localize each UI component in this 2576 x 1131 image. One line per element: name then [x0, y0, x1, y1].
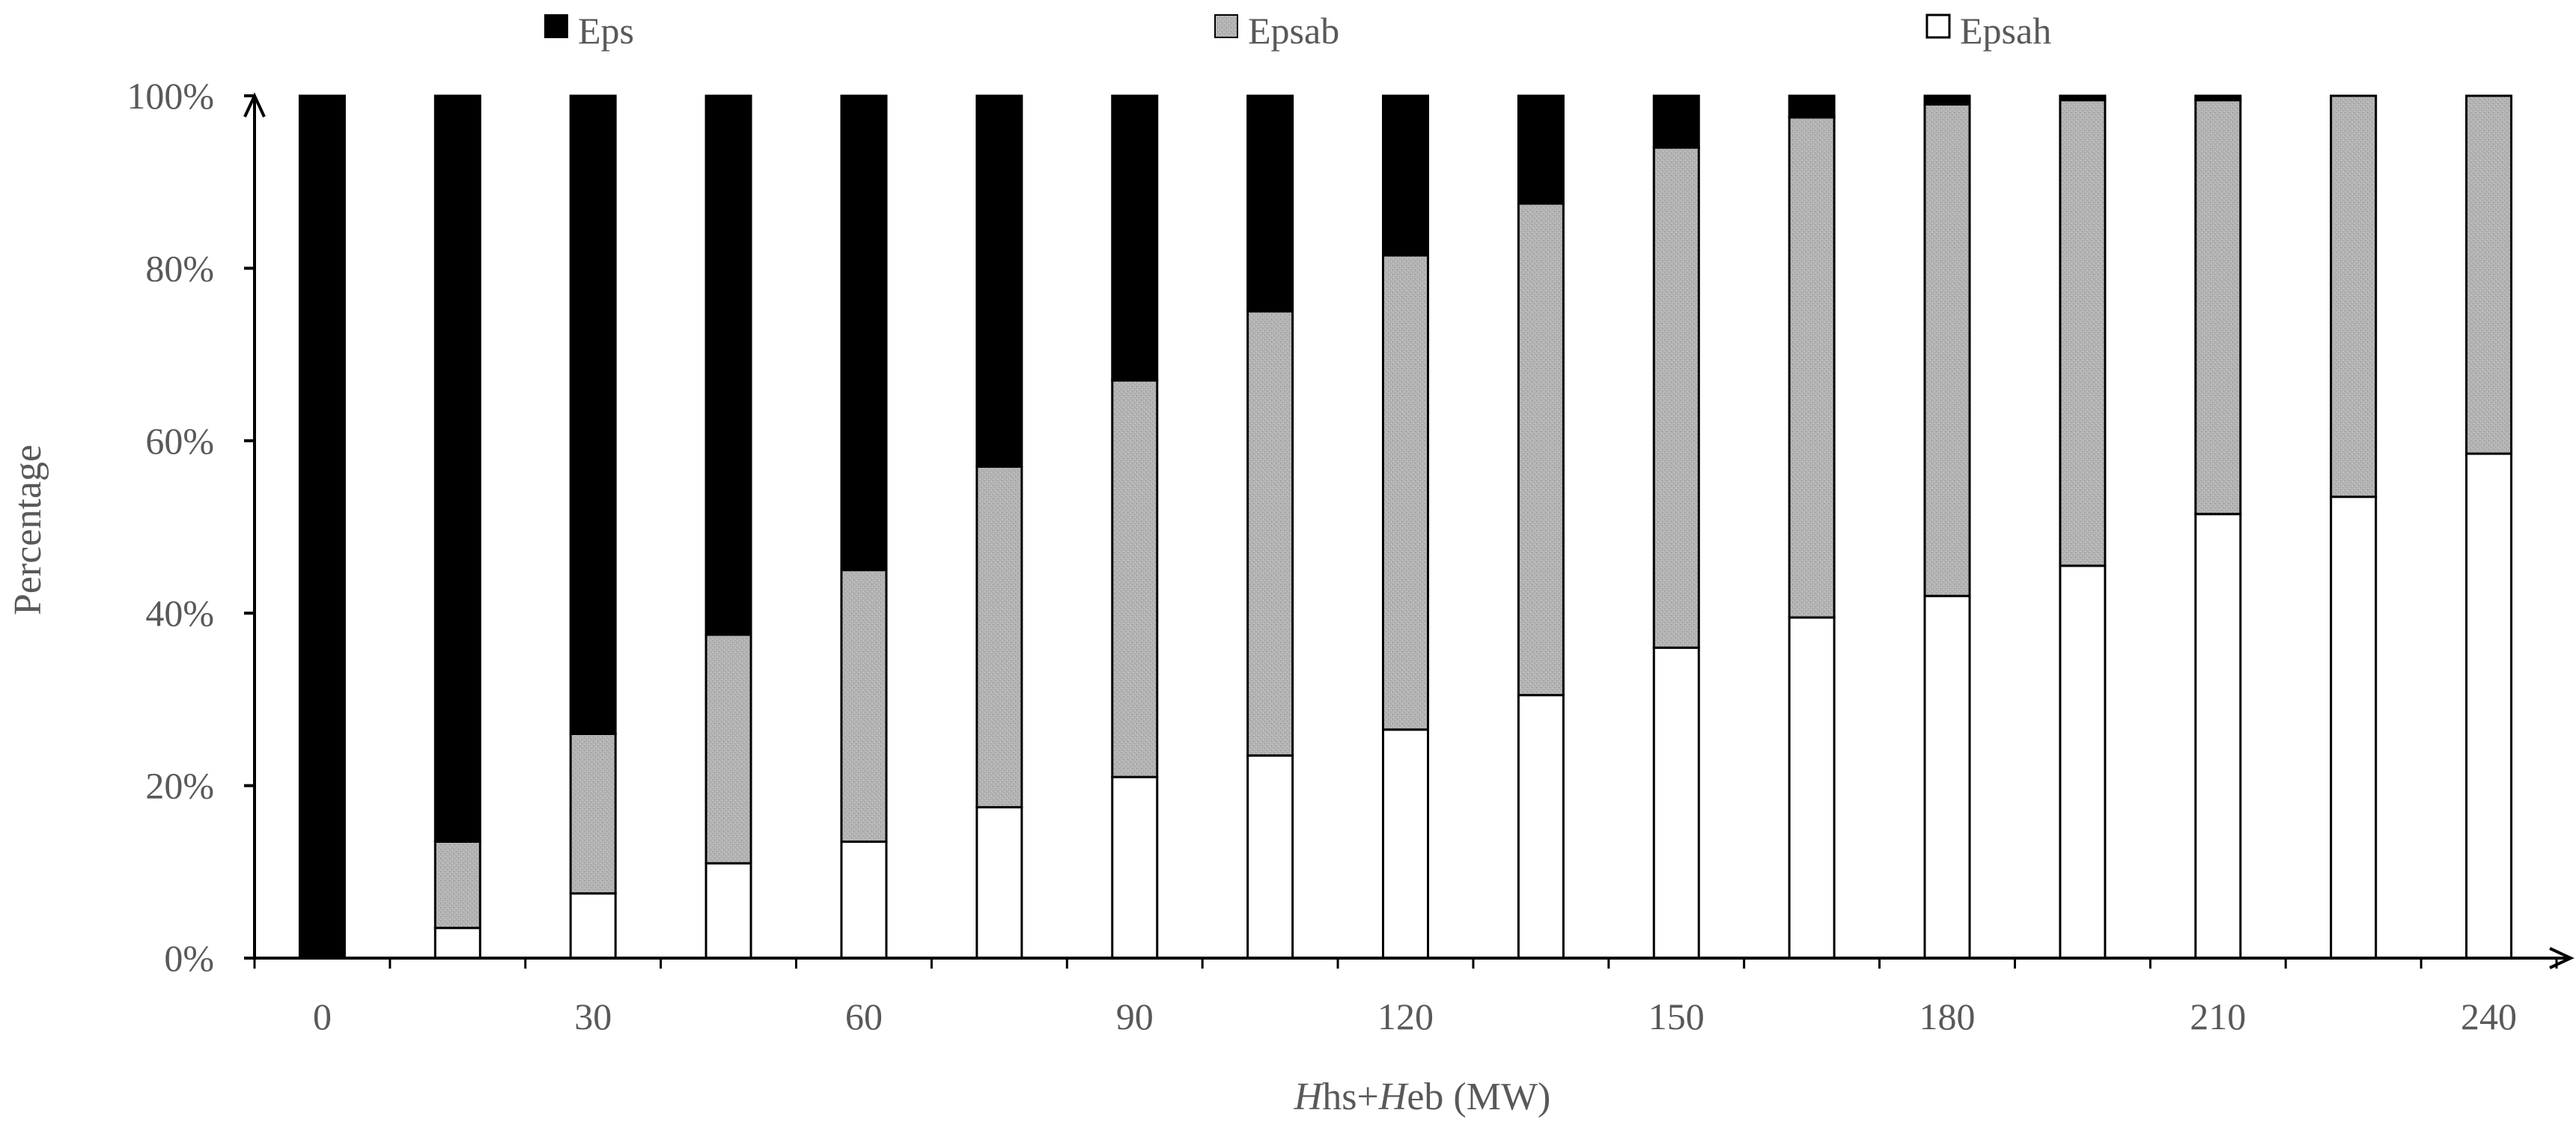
x-tick-label: 210: [2190, 996, 2246, 1037]
bar-segment-epsah: [1788, 616, 1836, 960]
bar-segment-epsah: [2465, 452, 2513, 960]
x-tick-label: 120: [1377, 996, 1434, 1037]
bar-segment-eps: [1111, 94, 1159, 382]
bar-segment-epsab: [1788, 116, 1836, 619]
bar-segment-epsab: [1111, 379, 1159, 778]
x-axis-title-part-4: eb (MW): [1407, 1076, 1550, 1118]
legend-swatch-eps: [544, 14, 568, 38]
bar-segment-epsab: [1246, 310, 1294, 757]
bar-segment-epsab: [1923, 103, 1971, 597]
bar-segment-epsab: [2465, 94, 2513, 455]
bar-segment-eps: [298, 94, 346, 960]
x-axis-ticks: 0 30 60 90 120 150 180 210 240: [253, 958, 2558, 1037]
x-tick-label: 180: [1919, 996, 1976, 1037]
bar-segment-eps: [1788, 94, 1836, 119]
y-tick-label: 0%: [164, 937, 214, 979]
bar-segment-epsah: [1382, 728, 1429, 960]
legend-label-epsah: Epsah: [1960, 10, 2051, 52]
bar-segment-epsah: [840, 840, 888, 960]
y-axis-arrow-icon: [243, 92, 266, 118]
y-tick-label: 20%: [145, 765, 214, 807]
bar-segment-eps: [2194, 94, 2242, 102]
bar-segment-eps: [2059, 94, 2107, 102]
y-tick-label: 100%: [127, 75, 214, 117]
bar-segment-epsah: [433, 927, 481, 960]
axes: [243, 92, 2575, 969]
legend-swatch-epsab: [1214, 14, 1238, 38]
x-tick-label: 0: [313, 996, 332, 1037]
bar-segment-epsab: [1652, 146, 1700, 649]
x-axis-arrow-icon: [2549, 947, 2575, 969]
x-tick-label: 240: [2461, 996, 2517, 1037]
bar-segment-eps: [1517, 94, 1565, 205]
legend: Eps Epsab Epsah: [544, 10, 2051, 52]
bar-segment-epsah: [2059, 564, 2107, 960]
x-axis-title: Hhs+Heb (MW): [1294, 1076, 1551, 1118]
bar-segment-eps: [433, 94, 481, 843]
x-tick-label: 150: [1648, 996, 1705, 1037]
bar-segment-eps: [1246, 94, 1294, 313]
y-axis-title: Percentage: [7, 445, 49, 615]
bars: [298, 94, 2513, 960]
bar-segment-epsah: [2194, 513, 2242, 960]
bar-segment-epsab: [2330, 94, 2378, 499]
bar-segment-eps: [1923, 94, 1971, 106]
bar-segment-eps: [704, 94, 752, 636]
bar-segment-epsah: [1517, 694, 1565, 960]
bar-segment-eps: [840, 94, 888, 572]
bar-segment-eps: [569, 94, 617, 735]
bar-segment-epsah: [704, 862, 752, 960]
bar-segment-epsab: [569, 732, 617, 895]
bar-segment-epsah: [2330, 496, 2378, 960]
bar-segment-epsab: [1382, 254, 1429, 731]
y-axis-ticks: 0% 20% 40% 60% 80% 100%: [127, 75, 255, 979]
bar-segment-eps: [975, 94, 1023, 468]
x-axis-title-part-2: hs+: [1322, 1076, 1379, 1118]
bar-segment-epsab: [433, 840, 481, 930]
bar-segment-epsah: [1652, 646, 1700, 960]
legend-swatch-epsah: [1925, 13, 1951, 39]
x-axis-title-part-3: H: [1378, 1076, 1409, 1118]
bar-segment-epsah: [975, 805, 1023, 960]
legend-label-eps: Eps: [578, 10, 634, 52]
bar-segment-epsab: [975, 465, 1023, 808]
bar-segment-epsah: [1246, 754, 1294, 960]
legend-item-epsab: Epsab: [1214, 10, 1339, 52]
bar-segment-eps: [1652, 94, 1700, 149]
x-tick-label: 60: [845, 996, 883, 1037]
bar-segment-epsab: [2059, 99, 2107, 567]
bar-segment-epsab: [1517, 202, 1565, 697]
legend-label-epsab: Epsab: [1248, 10, 1339, 52]
bar-segment-epsah: [569, 892, 617, 960]
bar-segment-epsab: [2194, 99, 2242, 516]
x-tick-label: 90: [1116, 996, 1154, 1037]
bar-segment-epsab: [704, 633, 752, 865]
bar-segment-epsab: [840, 569, 888, 843]
y-tick-label: 60%: [145, 420, 214, 462]
y-tick-label: 40%: [145, 592, 214, 634]
legend-item-epsah: Epsah: [1925, 10, 2051, 52]
bar-segment-epsah: [1111, 775, 1159, 960]
y-tick-label: 80%: [145, 247, 214, 289]
bar-segment-epsah: [1923, 594, 1971, 960]
x-tick-label: 30: [574, 996, 612, 1037]
legend-item-eps: Eps: [544, 10, 634, 52]
x-axis-title-part-1: H: [1294, 1076, 1324, 1118]
bar-segment-eps: [1382, 94, 1429, 257]
